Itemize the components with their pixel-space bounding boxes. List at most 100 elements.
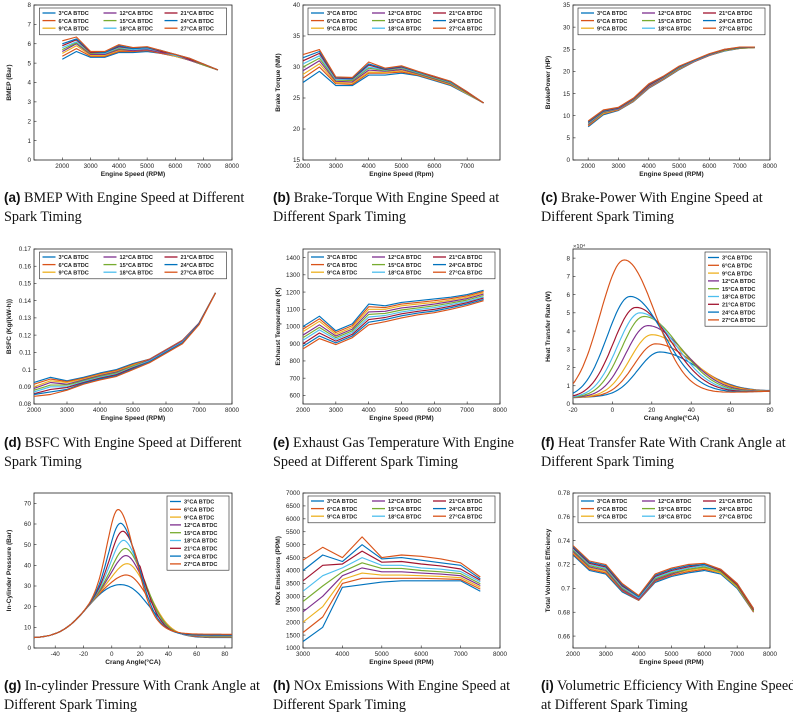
series-line <box>573 259 770 393</box>
legend-label: 27°CA BTDC <box>449 26 482 32</box>
x-tick-label: 7000 <box>730 651 745 658</box>
legend-label: 24°CA BTDC <box>719 19 752 25</box>
y-tick-label: 1000 <box>286 645 301 652</box>
x-tick-label: 0 <box>611 407 615 414</box>
legend-label: 27°CA BTDC <box>181 270 214 276</box>
series-group <box>303 536 481 642</box>
legend-label: 15°CA BTDC <box>388 507 421 513</box>
y-tick-label: 0 <box>27 157 31 164</box>
x-tick-label: 3000 <box>84 163 99 170</box>
chart-c: 2000 3000 4000 5000 6000 7000 8000 0 5 10 15 20 25 30… <box>545 2 777 178</box>
y-tick-label: 0.1 <box>22 367 31 374</box>
series-line <box>303 296 484 341</box>
legend-box <box>577 495 766 524</box>
y-axis-label: BMEP (Bar) <box>6 64 13 100</box>
series-line <box>303 580 481 642</box>
legend-label: 21°CA BTDC <box>719 499 752 505</box>
y-tick-label: 2500 <box>286 606 301 613</box>
y-tick-label: 0 <box>566 157 570 164</box>
caption-b: (b) Brake-Torque With Engine Speed at Di… <box>273 188 535 227</box>
legend-label: 27°CA BTDC <box>449 514 482 520</box>
y-tick-label: 7 <box>566 274 570 281</box>
legend-label: 6°CA BTDC <box>327 263 357 269</box>
y-tick-label: 0.17 <box>19 246 32 253</box>
series-line <box>573 549 755 612</box>
y-tick-label: 0.13 <box>19 315 32 322</box>
y-tick-label: 1500 <box>286 632 301 639</box>
x-tick-label: 0 <box>110 651 114 658</box>
legend-label: 18°CA BTDC <box>658 26 691 32</box>
y-tick-label: 2000 <box>286 619 301 626</box>
legend-label: 6°CA BTDC <box>597 507 627 513</box>
x-axis-label: Engine Speed (RPM) <box>369 415 433 422</box>
series-line <box>573 554 755 613</box>
y-tick-label: 0.7 <box>561 586 570 593</box>
legend-label: 18°CA BTDC <box>388 270 421 276</box>
x-tick-label: 5000 <box>394 407 409 414</box>
legend-label: 12°CA BTDC <box>722 279 755 285</box>
x-tick-label: 6000 <box>427 163 442 170</box>
x-tick-label: 8000 <box>763 651 778 658</box>
legend-label: 3°CA BTDC <box>327 255 357 261</box>
y-tick-label: 6500 <box>286 503 301 510</box>
series-group <box>303 289 484 350</box>
series-line <box>303 63 484 104</box>
caption-text: In-cylinder Pressure With Crank Angle at… <box>4 678 260 713</box>
x-tick-label: 7000 <box>733 163 748 170</box>
y-tick-label: 1 <box>27 138 31 145</box>
y-tick-label: 0 <box>566 401 570 408</box>
x-tick-label: 5000 <box>140 163 155 170</box>
series-line <box>303 290 484 334</box>
x-tick-label: 4000 <box>335 651 350 658</box>
y-tick-label: 30 <box>24 583 32 590</box>
legend-label: 24°CA BTDC <box>449 263 482 269</box>
series-group <box>34 292 217 397</box>
legend-label: 6°CA BTDC <box>327 19 357 25</box>
x-tick-label: 6000 <box>702 163 717 170</box>
x-tick-label: 2000 <box>296 163 311 170</box>
y-tick-label: 5 <box>566 135 570 142</box>
legend-label: 12°CA BTDC <box>388 499 421 505</box>
caption-text: NOx Emissions With Engine Speed at Diffe… <box>273 678 511 713</box>
caption-text: Volumetric Efficiency With Engine Speed … <box>541 678 793 713</box>
caption-letter: (f) <box>541 435 555 450</box>
legend-label: 18°CA BTDC <box>120 270 153 276</box>
chart-i: 2000 3000 4000 5000 6000 7000 8000 0.66 0.68 0.7 0… <box>545 490 777 666</box>
legend-label: 24°CA BTDC <box>722 310 755 316</box>
legend-label: 27°CA BTDC <box>184 562 217 568</box>
x-axis-label: Engine Speed (RPM) <box>639 659 703 666</box>
x-tick-label: 6000 <box>414 651 429 658</box>
series-line <box>573 545 755 610</box>
caption-letter: (h) <box>273 678 291 693</box>
x-tick-label: 6000 <box>427 407 442 414</box>
chart-a: 2000 3000 4000 5000 6000 7000 8000 0 1 2 3 4 5 6 7 8 Eng… <box>6 2 239 178</box>
x-tick-label: 4000 <box>362 163 377 170</box>
x-tick-label: 6000 <box>697 651 712 658</box>
x-tick-label: 6000 <box>159 407 174 414</box>
y-tick-label: 60 <box>24 521 32 528</box>
x-tick-label: 3000 <box>611 163 626 170</box>
caption-text: BMEP With Engine Speed at Different Spar… <box>4 190 245 225</box>
y-tick-label: 7 <box>27 22 31 29</box>
y-tick-label: 20 <box>24 604 32 611</box>
series-line <box>303 562 481 602</box>
y-tick-label: 8 <box>27 2 31 9</box>
y-tick-label: 0.11 <box>19 350 31 357</box>
caption-a: (a) BMEP With Engine Speed at Different … <box>4 188 266 227</box>
y-tick-label: 4 <box>566 328 570 335</box>
x-axis-label: Engine Speed (RPM) <box>101 415 165 422</box>
x-axis-label: Engine Speed (RPM) <box>101 171 165 178</box>
legend-label: 27°CA BTDC <box>722 318 755 324</box>
x-tick-label: 80 <box>766 407 774 414</box>
y-tick-label: 35 <box>563 2 571 9</box>
y-tick-label: 600 <box>289 393 300 400</box>
y-axis-label: Heat Transfer Rate (W) <box>545 291 552 362</box>
legend-label: 3°CA BTDC <box>597 499 627 505</box>
series-line <box>587 46 755 122</box>
y-axis-label: Total Volumetric Efficiency <box>545 528 552 612</box>
y-tick-label: 4500 <box>286 555 301 562</box>
x-tick-label: 7000 <box>197 163 212 170</box>
legend-label: 12°CA BTDC <box>388 255 421 261</box>
series-line <box>303 293 484 337</box>
